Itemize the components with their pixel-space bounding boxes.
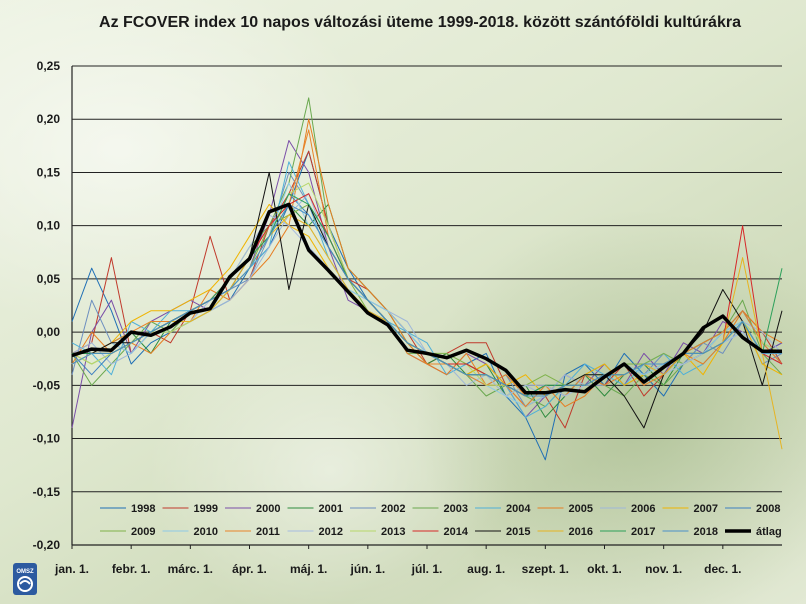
series-line-2011 — [72, 129, 783, 408]
chart-title: Az FCOVER index 10 napos változási üteme… — [99, 14, 741, 31]
x-tick-label: júl. 1. — [411, 562, 443, 576]
series-line-2004 — [71, 161, 783, 418]
x-tick-label: márc. 1. — [168, 562, 213, 576]
series-line-1998 — [71, 150, 783, 461]
legend-label: 2015 — [506, 526, 530, 538]
legend-label: 2004 — [506, 503, 531, 515]
y-tick-label: 0,05 — [37, 272, 61, 286]
x-tick-label: dec. 1. — [704, 562, 741, 576]
y-tick-label: -0,15 — [33, 485, 61, 499]
legend-label: 2011 — [256, 526, 280, 538]
series-line-2007 — [71, 203, 783, 397]
x-tick-label: febr. 1. — [112, 562, 151, 576]
y-tick-label: -0,20 — [33, 538, 61, 552]
legend-label: 2017 — [631, 526, 655, 538]
x-tick-label: szept. 1. — [522, 562, 569, 576]
legend-label: 2018 — [694, 526, 718, 538]
y-tick-label: -0,05 — [33, 378, 61, 392]
series-line-2002 — [71, 171, 783, 408]
legend-label: 2000 — [256, 503, 280, 515]
legend-label: 2009 — [131, 526, 155, 538]
x-tick-label: aug. 1. — [467, 562, 505, 576]
legend-label: 2008 — [756, 503, 780, 515]
x-tick-label: máj. 1. — [290, 562, 327, 576]
series-line-1999 — [71, 150, 783, 429]
series-line-átlag — [71, 202, 782, 395]
x-tick-label: jún. 1. — [349, 562, 385, 576]
legend-label: 2016 — [569, 526, 593, 538]
legend-label: 2014 — [444, 526, 469, 538]
legend-label: 1999 — [194, 503, 218, 515]
x-tick-label: okt. 1. — [587, 562, 622, 576]
x-tick-label: ápr. 1. — [232, 562, 267, 576]
legend-label: 1998 — [131, 503, 155, 515]
legend-label: 2012 — [319, 526, 343, 538]
y-tick-label: 0,15 — [37, 165, 61, 179]
series-line-2018 — [71, 203, 782, 397]
omsz-logo: OMSZ — [13, 563, 37, 595]
legend-label: 2002 — [381, 503, 405, 515]
legend-label: 2005 — [569, 503, 593, 515]
svg-text:OMSZ: OMSZ — [16, 569, 34, 575]
legend-label: 2001 — [319, 503, 343, 515]
legend-label: 2003 — [444, 503, 468, 515]
series-line-2015 — [72, 171, 783, 429]
y-tick-label: -0,10 — [33, 432, 61, 446]
legend-label: 2006 — [631, 503, 655, 515]
series-line-2009 — [71, 203, 782, 397]
legend-label: 2007 — [694, 503, 718, 515]
legend-label: 2013 — [381, 526, 405, 538]
x-tick-label: jan. 1. — [54, 562, 89, 576]
y-tick-label: 0,25 — [37, 59, 61, 73]
y-tick-label: 0,10 — [37, 219, 61, 233]
y-tick-label: 0,20 — [37, 112, 61, 126]
legend-label: átlag — [756, 526, 782, 538]
x-tick-label: nov. 1. — [645, 562, 682, 576]
legend-label: 2010 — [194, 526, 218, 538]
y-tick-label: 0,00 — [37, 325, 61, 339]
series-line-2000 — [71, 140, 783, 429]
